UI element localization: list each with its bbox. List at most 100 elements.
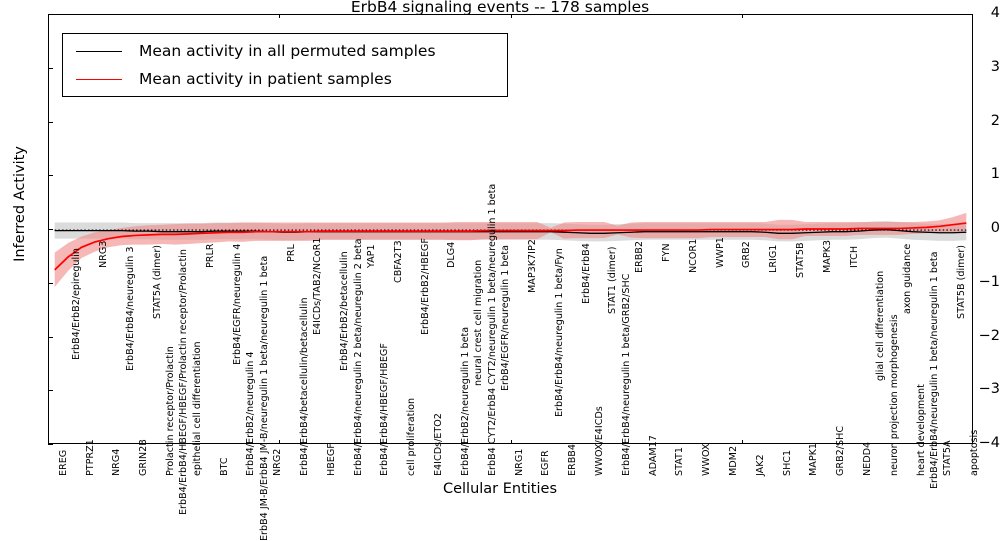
x-tick-mark <box>510 14 512 18</box>
x-category-label: GRB2 <box>741 240 753 268</box>
x-category-label: ITCH <box>848 245 860 268</box>
x-category-label: STAT1 (dimer) <box>607 246 619 314</box>
x-category-label: ErbB4/ErbB4/neuregulin 2 beta/neuregulin… <box>352 238 364 477</box>
x-category-label: MAP3K7IP2 <box>526 239 538 294</box>
legend-swatch-patient <box>76 78 122 80</box>
series-layer <box>54 212 967 288</box>
x-category-label: epithelial cell differentiation <box>191 341 203 476</box>
x-category-label: ErbB4/ErbB2/HBEGF <box>419 237 431 335</box>
x-category-label: NCOR1 <box>687 238 699 273</box>
x-category-label: CBFA2T3 <box>392 240 404 284</box>
x-category-label: ErbB4/ErbB2/betacellulin <box>339 250 351 371</box>
y-tick-mark <box>48 444 53 445</box>
x-category-label: GRB2/SHC <box>835 425 847 476</box>
x-category-label: ErbB4 JM-B/ErbB4 JM-B/neuregulin 1 beta/… <box>258 255 270 541</box>
x-category-label: PRLR <box>205 243 217 268</box>
x-category-label: HBEGF <box>325 443 337 476</box>
x-category-label: ErbB4/ErbB4/neuregulin 1 beta/Fyn <box>553 248 565 417</box>
x-tick-mark <box>741 14 743 18</box>
x-category-label: NEDD4 <box>862 441 874 476</box>
legend-entry-patient: Mean activity in patient samples <box>63 66 507 92</box>
x-category-label: ErbB4/ErbB4 <box>580 242 592 304</box>
x-axis-label: Cellular Entities <box>442 481 558 497</box>
x-category-label: MDM2 <box>727 445 739 476</box>
x-category-label: glial cell differentiation <box>875 270 887 381</box>
x-category-label: ErbB4/ErbB4/neuregulin 1 beta/GRB2/SHC <box>620 273 632 476</box>
y-tick-label: −1 <box>978 273 1000 290</box>
y-tick-label: −2 <box>978 327 1000 344</box>
x-tick-mark <box>279 14 281 18</box>
legend: Mean activity in all permuted samples Me… <box>62 33 508 97</box>
x-category-label: ERBB4 <box>567 444 579 476</box>
x-category-label: MAPK1 <box>808 442 820 476</box>
x-category-label: E4ICDs/ETO2 <box>433 413 445 476</box>
y-tick-mark <box>48 121 53 123</box>
x-category-label: NRG3 <box>97 240 109 268</box>
x-category-label: neuron projection morphogenesis <box>888 314 900 476</box>
x-category-label: heart development <box>915 384 927 476</box>
x-category-label: SHC1 <box>781 449 793 476</box>
x-category-label: ErbB4/ErbB4/HBEGF/HBEGF <box>379 343 391 476</box>
x-category-label: YAP1 <box>366 244 378 268</box>
x-category-label: NRG1 <box>513 448 525 476</box>
x-category-label: FYN <box>660 243 672 263</box>
x-category-label: WWOX <box>701 443 713 476</box>
permuted-mean-line <box>54 228 967 234</box>
x-category-label: DLG4 <box>446 241 458 268</box>
x-category-label: WWOX/E4ICDs <box>593 406 605 476</box>
x-category-label: ErbB4/ErbB2/epiregulin <box>71 248 83 361</box>
x-category-label: ErbB4/ErbB4/neuregulin 3 <box>124 246 136 371</box>
x-category-label: E4ICDs/TAB2/NCoR1 <box>312 237 324 335</box>
y-tick-label: 0 <box>990 220 1000 236</box>
x-category-label: ErbB4/ErbB4/neuregulin 1 beta/neuregulin… <box>929 251 941 490</box>
x-category-label: WWP1 <box>714 236 726 268</box>
plot-clip <box>49 15 972 443</box>
y-tick-mark <box>48 67 53 69</box>
x-category-label: neural crest cell migration <box>473 259 485 387</box>
chart-root: ErbB4 signaling events -- 178 samples In… <box>12 0 1000 541</box>
y-axis-label: Inferred Activity <box>12 146 28 262</box>
x-category-label: ErbB4/ErbB2/neuregulin 4 <box>245 351 257 476</box>
x-category-label: GRIN2B <box>138 439 150 476</box>
y-tick-label: −4 <box>978 435 1000 451</box>
x-category-label: STAT5B (dimer) <box>955 245 967 320</box>
x-category-label: BTC <box>218 457 230 476</box>
y-tick-mark <box>48 175 53 177</box>
x-category-label: ErbB4/EGFR/neuregulin 4 <box>231 244 243 366</box>
x-category-label: ErbB4/EGFR/neuregulin 1 beta <box>500 245 512 392</box>
y-tick-label: 2 <box>990 112 1000 129</box>
x-category-label: Prolactin receptor/Prolactin <box>164 346 176 476</box>
x-category-label: axon guidance <box>902 243 914 314</box>
x-category-label: cell proliferation <box>406 397 418 476</box>
x-category-label: STAT5A <box>942 440 954 476</box>
x-category-label: PRL <box>285 244 297 263</box>
plot-area <box>48 14 973 444</box>
x-category-label: EREG <box>57 449 69 476</box>
x-tick-mark <box>279 440 281 444</box>
y-tick-label: 4 <box>990 5 1000 21</box>
x-category-label: ErbB4 CYT2/ErbB4 CYT2/neuregulin 1 beta/… <box>486 183 498 476</box>
y-tick-label: 1 <box>990 166 1000 183</box>
y-tick-mark <box>48 229 53 230</box>
x-category-label: NRG2 <box>272 448 284 476</box>
x-category-label: ErbB4/ErbB4/betacellulin/betacellulin <box>299 297 310 476</box>
legend-entry-permuted: Mean activity in all permuted samples <box>63 38 507 64</box>
x-category-label: STAT1 <box>674 447 686 476</box>
x-category-label: STAT5B <box>795 242 807 278</box>
x-tick-mark <box>510 440 512 444</box>
x-category-label: JAK2 <box>754 454 766 476</box>
y-tick-mark <box>48 336 53 338</box>
legend-swatch-permuted <box>76 50 122 52</box>
y-tick-label: −3 <box>978 381 1000 398</box>
x-category-label: NRG4 <box>111 448 123 476</box>
x-category-label: ErbB4/ErbB4/HBEGF/HBEGF/Prolactin recept… <box>178 248 190 515</box>
y-tick-mark <box>48 390 53 392</box>
chart-title: ErbB4 signaling events -- 178 samples <box>350 0 650 16</box>
patient-mean-line <box>54 222 967 271</box>
x-category-label: STAT5A (dimer) <box>151 245 163 320</box>
legend-label-permuted: Mean activity in all permuted samples <box>139 42 436 60</box>
x-tick-mark <box>741 440 743 444</box>
x-category-label: apoptosis <box>969 429 981 476</box>
x-category-label: ErbB4/ErbB2/neuregulin 1 beta <box>459 326 471 476</box>
x-category-label: ADAM17 <box>647 435 659 476</box>
